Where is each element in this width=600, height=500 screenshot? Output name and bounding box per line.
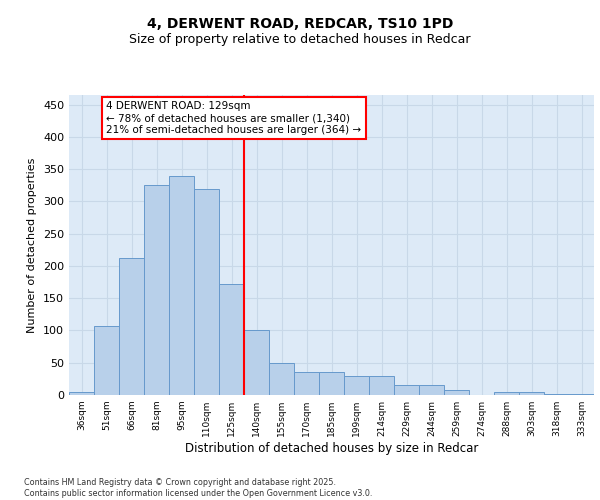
Bar	[69, 392, 94, 395]
Bar	[544, 394, 569, 395]
Bar	[269, 362, 294, 395]
Bar	[344, 376, 369, 395]
Y-axis label: Number of detached properties: Number of detached properties	[28, 158, 37, 332]
X-axis label: Distribution of detached houses by size in Redcar: Distribution of detached houses by size …	[185, 442, 478, 455]
Text: 4 DERWENT ROAD: 129sqm
← 78% of detached houses are smaller (1,340)
21% of semi-: 4 DERWENT ROAD: 129sqm ← 78% of detached…	[107, 102, 362, 134]
Bar	[494, 392, 519, 395]
Bar	[394, 386, 419, 395]
Text: Size of property relative to detached houses in Redcar: Size of property relative to detached ho…	[129, 32, 471, 46]
Bar	[119, 258, 144, 395]
Bar	[244, 330, 269, 395]
Bar	[294, 372, 319, 395]
Bar	[94, 326, 119, 395]
Bar	[519, 392, 544, 395]
Bar	[319, 372, 344, 395]
Bar	[144, 186, 169, 395]
Bar	[219, 284, 244, 395]
Bar	[194, 188, 219, 395]
Bar	[169, 176, 194, 395]
Bar	[444, 390, 469, 395]
Bar	[369, 376, 394, 395]
Text: 4, DERWENT ROAD, REDCAR, TS10 1PD: 4, DERWENT ROAD, REDCAR, TS10 1PD	[147, 18, 453, 32]
Bar	[569, 394, 594, 395]
Bar	[419, 386, 444, 395]
Text: Contains HM Land Registry data © Crown copyright and database right 2025.
Contai: Contains HM Land Registry data © Crown c…	[24, 478, 373, 498]
